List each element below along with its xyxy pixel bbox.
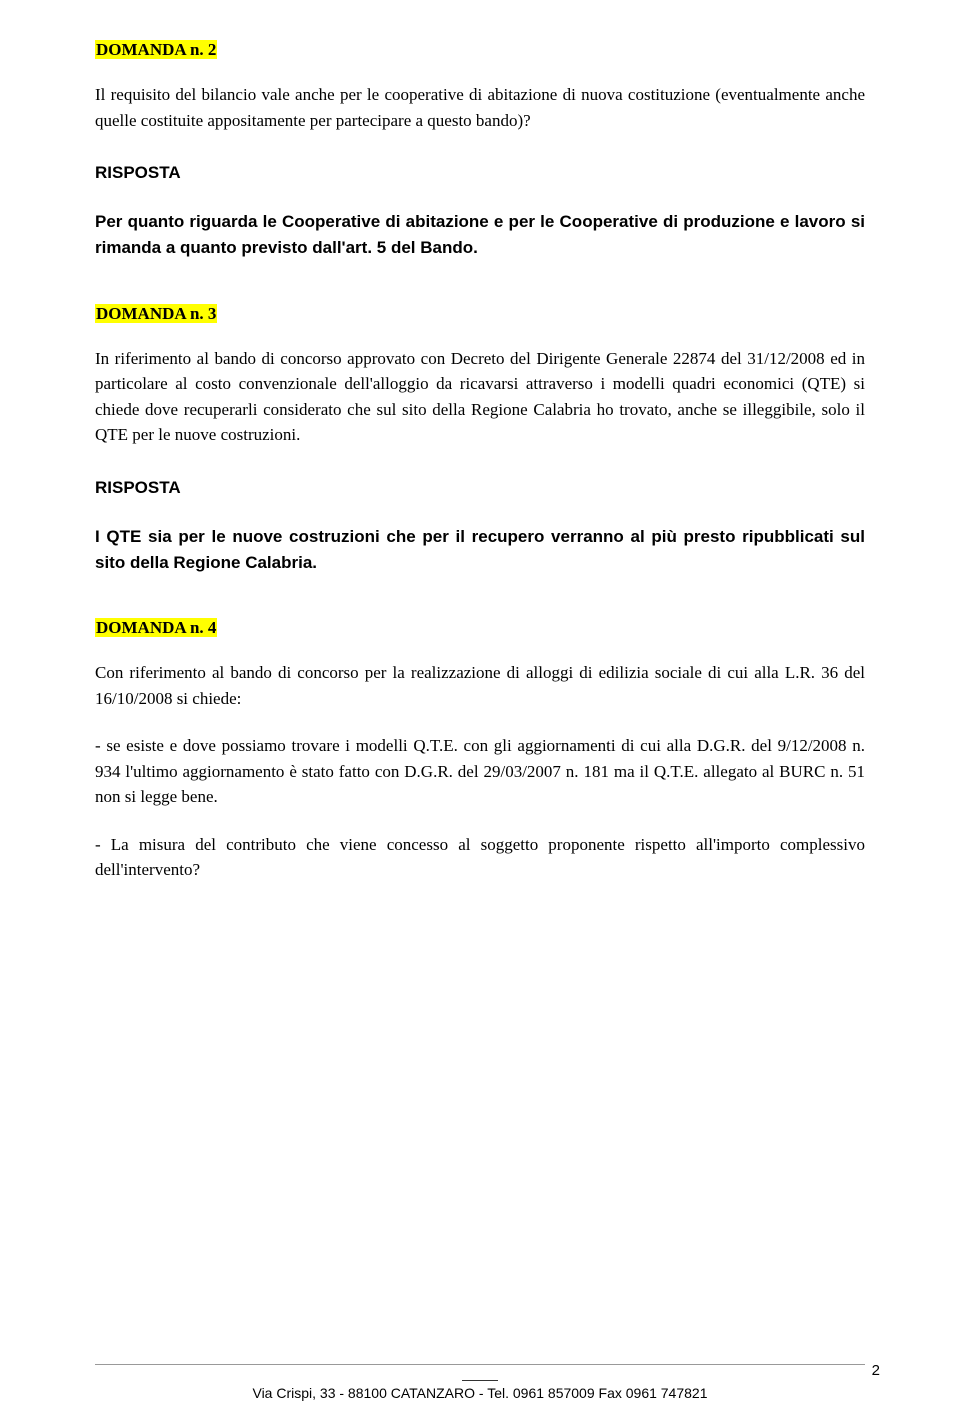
heading-domanda-3: DOMANDA n. 3 (95, 304, 217, 323)
question-text-3: In riferimento al bando di concorso appr… (95, 346, 865, 448)
risposta-label-3: RISPOSTA (95, 478, 865, 498)
risposta-label-2: RISPOSTA (95, 163, 865, 183)
section-domanda-2: DOMANDA n. 2 Il requisito del bilancio v… (95, 40, 865, 262)
question-text-2: Il requisito del bilancio vale anche per… (95, 82, 865, 133)
answer-text-2: Per quanto riguarda le Cooperative di ab… (95, 209, 865, 262)
heading-domanda-4: DOMANDA n. 4 (95, 618, 217, 637)
question-text-4c: - La misura del contributo che viene con… (95, 832, 865, 883)
section-domanda-4: DOMANDA n. 4 Con riferimento al bando di… (95, 618, 865, 883)
page-number: 2 (872, 1362, 880, 1379)
section-domanda-3: DOMANDA n. 3 In riferimento al bando di … (95, 304, 865, 577)
answer-text-3: I QTE sia per le nuove costruzioni che p… (95, 524, 865, 577)
footer-rule (95, 1364, 865, 1365)
heading-domanda-2: DOMANDA n. 2 (95, 40, 217, 59)
question-text-4b: - se esiste e dove possiamo trovare i mo… (95, 733, 865, 810)
question-text-4a: Con riferimento al bando di concorso per… (95, 660, 865, 711)
footer-text: Via Crispi, 33 - 88100 CATANZARO - Tel. … (0, 1385, 960, 1401)
footer-underbar (462, 1380, 498, 1381)
